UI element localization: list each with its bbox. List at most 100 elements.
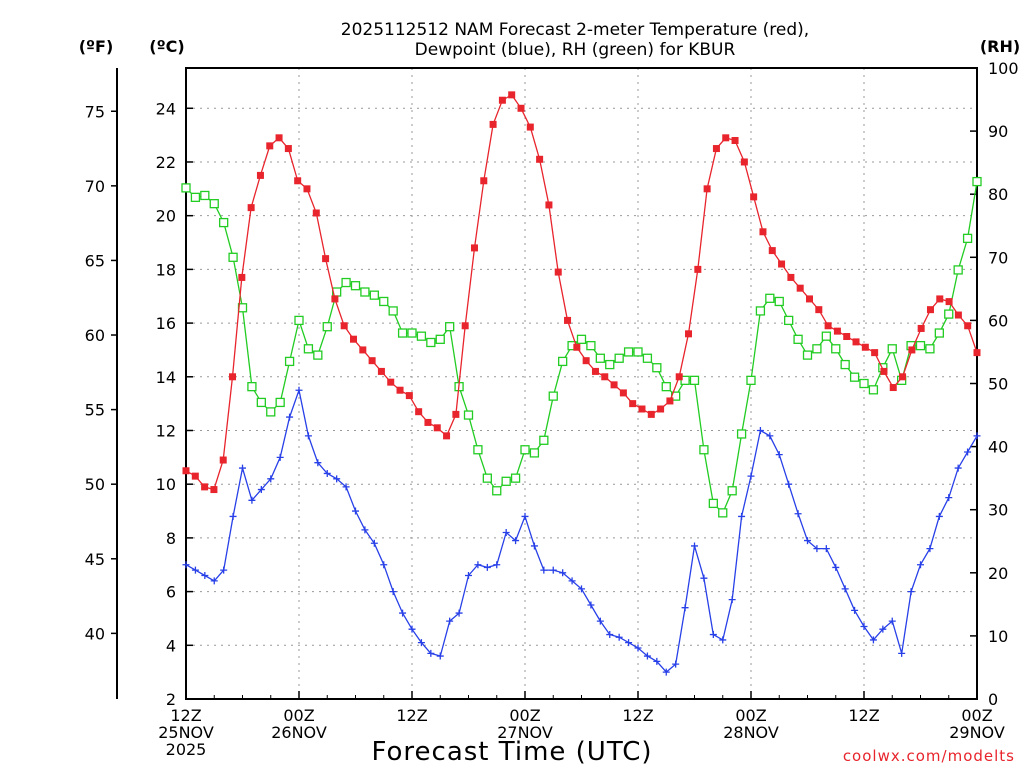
rh-tick-label: 60 — [988, 311, 1008, 330]
dewpoint-point — [700, 574, 708, 582]
dewpoint-point — [596, 617, 604, 625]
dewpoint-point — [182, 561, 190, 569]
2-meter-temperature-point — [443, 432, 451, 440]
x-tick-label: 27NOV — [497, 723, 553, 742]
rh-point — [784, 315, 794, 326]
rh-point — [576, 334, 587, 344]
rh-point — [708, 498, 718, 509]
2-meter-temperature-point — [815, 306, 823, 314]
dewpoint-point — [568, 577, 576, 585]
dewpoint-point — [747, 472, 755, 480]
2-meter-temperature-point — [647, 410, 655, 418]
2-meter-temperature-point — [219, 456, 227, 464]
2-meter-temperature-point — [508, 91, 516, 99]
dewpoint-point — [691, 542, 698, 550]
dewpoint-point — [361, 526, 369, 534]
dewpoint-point — [191, 566, 199, 574]
2-meter-temperature-point — [685, 330, 693, 338]
dewpoint-point — [229, 512, 237, 520]
2-meter-temperature-point — [470, 244, 478, 252]
dewpoint-point — [559, 569, 567, 577]
dewpoint-point — [785, 480, 793, 488]
2-meter-temperature-point — [387, 378, 395, 386]
rh-point — [944, 309, 954, 319]
2-meter-temperature-point — [722, 134, 730, 142]
dewpoint-point — [530, 542, 538, 550]
fahrenheit-tick-label: 55 — [85, 401, 105, 420]
x-tick-label: 12Z — [622, 706, 653, 725]
2-meter-temperature-point — [712, 145, 720, 153]
rh-point — [755, 306, 766, 316]
dewpoint-point — [436, 652, 444, 660]
rh-point — [558, 356, 568, 367]
2-meter-temperature-point — [703, 185, 711, 193]
rh-point — [416, 331, 427, 341]
rh-point — [614, 353, 624, 363]
x-tick-label: 26NOV — [271, 723, 327, 742]
celsius-tick-label: 12 — [156, 421, 176, 440]
rh-point — [181, 183, 191, 193]
2-meter-temperature-point — [303, 185, 311, 193]
rh-point — [397, 328, 408, 338]
x-tick-label: 29NOV — [949, 723, 1005, 742]
dewpoint-point — [662, 668, 670, 676]
dewpoint-point — [474, 561, 482, 569]
rh-point — [623, 347, 634, 357]
2-meter-temperature-point — [843, 333, 851, 341]
x-tick-label: 00Z — [509, 706, 540, 725]
dewpoint-point — [257, 486, 265, 494]
2-meter-temperature-point — [498, 96, 506, 104]
rh-point — [934, 328, 944, 338]
dewpoint-point — [352, 507, 359, 515]
rh-tick-label: 0 — [988, 690, 998, 709]
2-meter-temperature-point — [954, 311, 962, 319]
celsius-tick-label: 14 — [156, 368, 176, 387]
rh-point — [407, 328, 417, 338]
dewpoint-point — [587, 601, 595, 609]
dewpoint-point — [615, 633, 623, 641]
2-meter-temperature-point — [480, 177, 488, 185]
dewpoint-point — [709, 631, 717, 639]
2-meter-temperature-point — [871, 349, 879, 357]
rh-point — [520, 445, 530, 455]
rh-point — [689, 375, 700, 385]
rh-point — [501, 476, 511, 486]
dewpoint-point — [728, 596, 736, 604]
fahrenheit-tick-label: 75 — [85, 102, 105, 121]
2-meter-temperature-point — [396, 386, 404, 394]
fahrenheit-tick-label: 70 — [85, 177, 105, 196]
rh-point — [548, 391, 558, 401]
dewpoint-point — [832, 563, 840, 571]
2-meter-temperature-point — [694, 265, 702, 273]
2-meter-temperature-point — [889, 384, 897, 392]
2-meter-temperature-point — [247, 204, 255, 212]
2-meter-temperature-point — [768, 247, 776, 255]
2-meter-temperature-point — [601, 373, 609, 381]
rh-point — [360, 287, 370, 297]
dewpoint-point — [860, 623, 868, 631]
rh-point — [849, 372, 860, 382]
2-meter-temperature-point — [229, 373, 237, 381]
rh-point — [473, 445, 483, 455]
rh-point — [313, 350, 323, 360]
dewpoint-point — [935, 512, 943, 520]
rh-point — [802, 350, 813, 360]
2-meter-temperature-point — [899, 373, 907, 381]
dewpoint-point — [973, 432, 981, 440]
rh-point — [529, 448, 540, 458]
dewpoint-point — [719, 636, 727, 644]
dewpoint-point — [314, 459, 322, 467]
dewpoint-point — [276, 453, 284, 461]
dewpoint-point — [239, 464, 246, 472]
dewpoint-point — [926, 545, 934, 553]
2-meter-temperature-point — [312, 209, 320, 217]
rh-point — [247, 382, 257, 392]
celsius-tick-label: 4 — [166, 636, 176, 655]
dewpoint-point — [756, 426, 764, 434]
rh-point — [765, 293, 775, 303]
rh-point — [322, 322, 332, 332]
x-tick-label: 12Z — [396, 706, 427, 725]
rh-point — [341, 277, 351, 288]
2-meter-temperature-point — [740, 158, 748, 166]
2-meter-temperature-point — [908, 346, 916, 354]
